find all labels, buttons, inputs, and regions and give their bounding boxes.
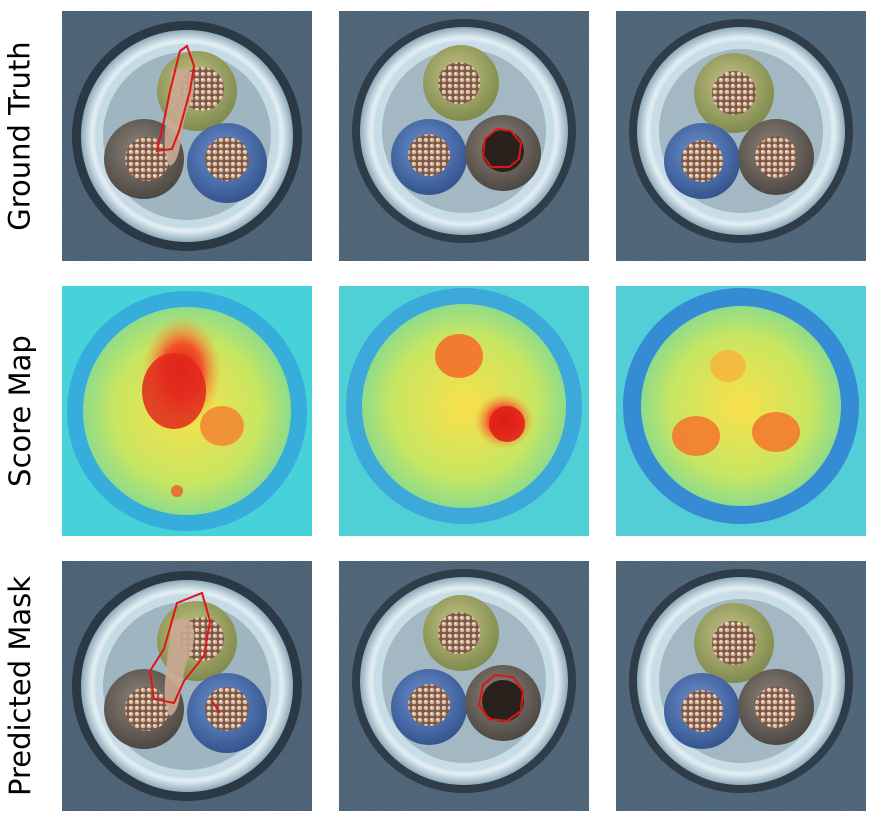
row-label-predicted-mask-text: Predicted Mask (3, 575, 37, 797)
row-label-ground-truth: Ground Truth (0, 10, 40, 262)
ground-truth-image-1 (62, 11, 312, 261)
score-map-image-2 (339, 286, 589, 536)
ground-truth-image-3 (616, 11, 866, 261)
ground-truth-image-2 (339, 11, 589, 261)
row-label-ground-truth-text: Ground Truth (3, 41, 37, 231)
predicted-mask-image-3 (616, 561, 866, 811)
row-label-score-map: Score Map (0, 285, 40, 537)
predicted-mask-image-2 (339, 561, 589, 811)
row-label-score-map-text: Score Map (3, 335, 37, 487)
row-label-predicted-mask: Predicted Mask (0, 560, 40, 812)
predicted-mask-image-1 (62, 561, 312, 811)
score-map-image-1 (62, 286, 312, 536)
score-map-image-3 (616, 286, 866, 536)
